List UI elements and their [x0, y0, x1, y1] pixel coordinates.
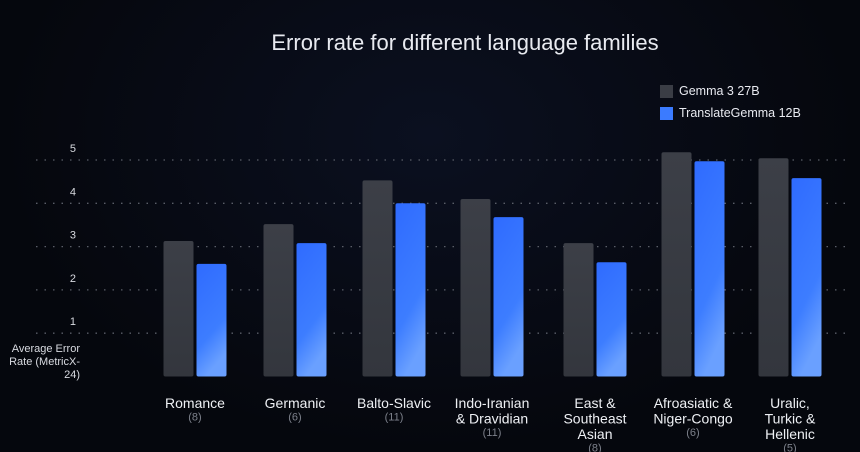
bar-translategemma [791, 178, 822, 377]
category-label: Indo-Iranian [455, 395, 530, 411]
category-count: (8) [188, 412, 201, 424]
bar-translategemma [493, 217, 524, 377]
y-tick-label: 5 [70, 143, 76, 155]
y-tick-label: 4 [70, 186, 76, 198]
legend: Gemma 3 27B TranslateGemma 12B [660, 80, 801, 124]
bar-gemma [460, 198, 491, 377]
category-label: Turkic & [765, 411, 816, 427]
legend-label: Gemma 3 27B [679, 84, 760, 98]
legend-swatch-gray [660, 84, 673, 98]
bar-gemma [563, 243, 594, 377]
category-label: Asian [577, 426, 612, 442]
legend-swatch-blue [660, 106, 673, 120]
category-label: Uralic, [770, 395, 810, 411]
bar-translategemma [196, 263, 227, 377]
category-label: Balto-Slavic [357, 395, 431, 411]
bar-gemma [758, 158, 789, 377]
chart-title: Error rate for different language famili… [271, 30, 659, 55]
category-count: (11) [385, 412, 404, 424]
bar-gemma [163, 240, 194, 377]
bar-gemma [661, 152, 692, 377]
category-count: (8) [588, 443, 601, 452]
category-label: Hellenic [765, 426, 815, 442]
bar-translategemma [395, 203, 426, 377]
y-axis-label: Average Error Rate (MetricX-24) [9, 343, 80, 381]
bar-translategemma [296, 243, 327, 377]
y-tick-label: 3 [70, 230, 76, 242]
category-count: (5) [783, 443, 796, 452]
category-label: Niger-Congo [653, 411, 733, 427]
y-tick-label: 1 [70, 316, 76, 328]
category-label: Afroasiatic & [654, 395, 733, 411]
bar-translategemma [694, 161, 725, 377]
bar-gemma [362, 180, 393, 377]
legend-label: TranslateGemma 12B [679, 106, 801, 120]
category-count: (6) [686, 427, 699, 439]
category-label: Romance [165, 395, 225, 411]
category-label: Southeast [563, 411, 626, 427]
category-count: (6) [288, 412, 301, 424]
y-tick-label: 2 [70, 273, 76, 285]
category-label: East & [574, 395, 616, 411]
bar-gemma [263, 224, 294, 377]
category-count: (11) [483, 427, 502, 439]
category-label: Germanic [265, 395, 326, 411]
legend-item-translategemma: TranslateGemma 12B [660, 102, 801, 124]
legend-item-gemma: Gemma 3 27B [660, 80, 801, 102]
bar-translategemma [596, 262, 627, 377]
category-label: & Dravidian [456, 411, 528, 427]
